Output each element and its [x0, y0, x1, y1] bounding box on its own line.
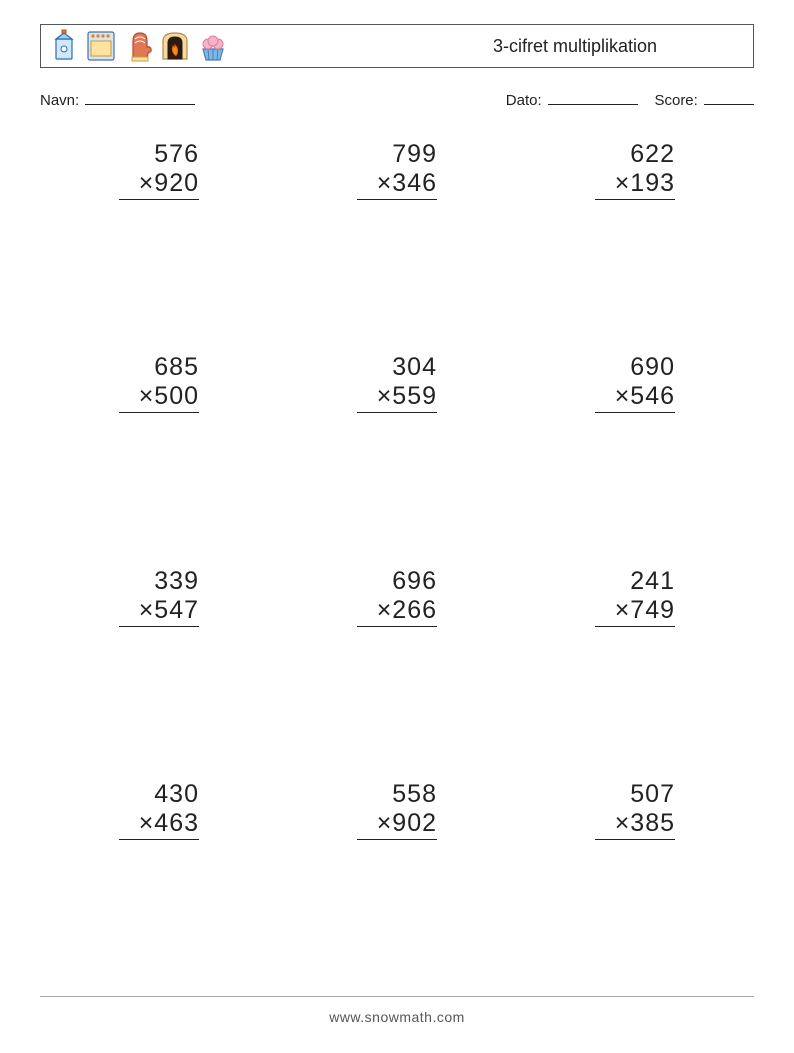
multiplier: ×749 — [595, 596, 675, 627]
multiplicand: 622 — [595, 140, 675, 169]
problems-grid: 576×920799×346622×193685×500304×559690×5… — [40, 130, 754, 983]
multiplicand: 339 — [119, 567, 199, 596]
problem-cell: 685×500 — [40, 343, 278, 556]
score-label: Score: — [654, 92, 697, 109]
multiplicand: 304 — [357, 353, 437, 382]
header-bar: 3-cifret multiplikation — [40, 24, 754, 68]
score-blank[interactable] — [704, 90, 754, 105]
problem-cell: 690×546 — [516, 343, 754, 556]
name-label: Navn: — [40, 92, 79, 109]
multiplier: ×346 — [357, 169, 437, 200]
problem-cell: 799×346 — [278, 130, 516, 343]
problem-cell: 241×749 — [516, 557, 754, 770]
multiplier: ×266 — [357, 596, 437, 627]
footer-text: www.snowmath.com — [0, 1009, 794, 1025]
meta-row: Navn: Dato: Score: — [40, 90, 754, 114]
multiplicand: 696 — [357, 567, 437, 596]
multiplier: ×546 — [595, 382, 675, 413]
multiplier: ×559 — [357, 382, 437, 413]
oven-mitt-icon — [123, 29, 153, 63]
multiplier: ×463 — [119, 809, 199, 840]
milk-carton-icon — [49, 29, 79, 63]
header-icons — [41, 29, 229, 63]
multiplicand: 690 — [595, 353, 675, 382]
problem-cell: 507×385 — [516, 770, 754, 983]
name-field: Navn: — [40, 90, 195, 109]
fireplace-icon — [159, 29, 191, 63]
multiplier: ×193 — [595, 169, 675, 200]
multiplier: ×920 — [119, 169, 199, 200]
multiplier: ×500 — [119, 382, 199, 413]
problem-cell: 304×559 — [278, 343, 516, 556]
date-blank[interactable] — [548, 90, 638, 105]
multiplicand: 507 — [595, 780, 675, 809]
problem-cell: 430×463 — [40, 770, 278, 983]
worksheet-title: 3-cifret multiplikation — [397, 36, 753, 57]
multiplier: ×902 — [357, 809, 437, 840]
name-blank[interactable] — [85, 90, 195, 105]
multiplicand: 430 — [119, 780, 199, 809]
oven-icon — [85, 29, 117, 63]
multiplier: ×385 — [595, 809, 675, 840]
problem-cell: 622×193 — [516, 130, 754, 343]
problem-cell: 696×266 — [278, 557, 516, 770]
problem-cell: 339×547 — [40, 557, 278, 770]
worksheet-page: 3-cifret multiplikation Navn: Dato: Scor… — [0, 0, 794, 1053]
date-score-fields: Dato: Score: — [506, 90, 754, 109]
multiplicand: 799 — [357, 140, 437, 169]
cupcake-icon — [197, 29, 229, 63]
multiplicand: 576 — [119, 140, 199, 169]
multiplicand: 558 — [357, 780, 437, 809]
multiplier: ×547 — [119, 596, 199, 627]
footer-divider — [40, 996, 754, 997]
date-label: Dato: — [506, 92, 542, 109]
problem-cell: 576×920 — [40, 130, 278, 343]
problem-cell: 558×902 — [278, 770, 516, 983]
multiplicand: 241 — [595, 567, 675, 596]
multiplicand: 685 — [119, 353, 199, 382]
